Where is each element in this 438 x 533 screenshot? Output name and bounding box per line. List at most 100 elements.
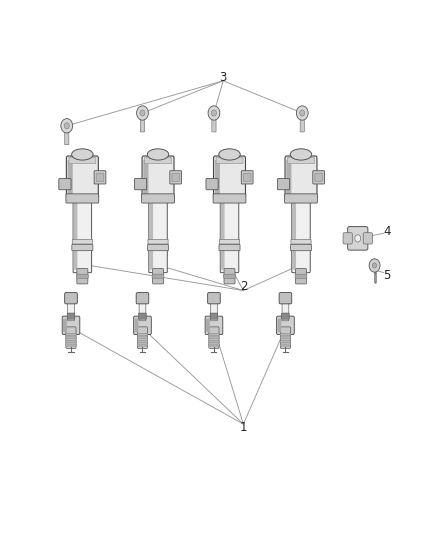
FancyBboxPatch shape [280, 327, 290, 349]
Text: 4: 4 [383, 225, 391, 238]
FancyBboxPatch shape [138, 327, 148, 349]
FancyBboxPatch shape [343, 233, 352, 244]
FancyBboxPatch shape [136, 293, 149, 304]
FancyBboxPatch shape [286, 160, 291, 195]
FancyBboxPatch shape [152, 269, 163, 284]
FancyBboxPatch shape [139, 300, 146, 321]
FancyBboxPatch shape [208, 337, 219, 339]
FancyBboxPatch shape [241, 171, 253, 184]
FancyBboxPatch shape [96, 173, 104, 181]
FancyBboxPatch shape [208, 333, 219, 335]
FancyBboxPatch shape [224, 274, 235, 278]
FancyBboxPatch shape [72, 245, 93, 251]
FancyBboxPatch shape [210, 313, 218, 319]
Circle shape [355, 235, 361, 242]
Ellipse shape [219, 149, 240, 160]
FancyBboxPatch shape [137, 341, 148, 343]
FancyBboxPatch shape [296, 269, 307, 284]
FancyBboxPatch shape [209, 327, 219, 349]
Circle shape [61, 119, 73, 133]
FancyBboxPatch shape [348, 227, 368, 250]
FancyBboxPatch shape [220, 194, 239, 273]
FancyBboxPatch shape [134, 316, 151, 335]
Circle shape [297, 106, 308, 120]
FancyBboxPatch shape [134, 319, 138, 332]
FancyBboxPatch shape [152, 274, 164, 278]
FancyBboxPatch shape [73, 194, 92, 273]
FancyBboxPatch shape [142, 156, 174, 198]
FancyBboxPatch shape [208, 344, 219, 346]
FancyBboxPatch shape [94, 171, 106, 184]
FancyBboxPatch shape [145, 158, 172, 164]
Circle shape [369, 259, 380, 272]
FancyBboxPatch shape [65, 132, 69, 145]
FancyBboxPatch shape [280, 341, 291, 343]
FancyBboxPatch shape [315, 173, 322, 181]
FancyBboxPatch shape [69, 158, 96, 164]
FancyBboxPatch shape [66, 327, 76, 349]
FancyBboxPatch shape [282, 300, 289, 321]
FancyBboxPatch shape [67, 160, 73, 195]
FancyBboxPatch shape [67, 300, 74, 321]
FancyBboxPatch shape [66, 344, 76, 346]
FancyBboxPatch shape [172, 173, 180, 181]
FancyBboxPatch shape [65, 293, 77, 304]
FancyBboxPatch shape [66, 194, 99, 203]
Circle shape [300, 110, 305, 116]
FancyBboxPatch shape [287, 158, 314, 164]
FancyBboxPatch shape [59, 179, 71, 190]
FancyBboxPatch shape [279, 293, 292, 304]
Text: 3: 3 [219, 71, 227, 84]
FancyBboxPatch shape [285, 156, 317, 198]
FancyBboxPatch shape [292, 194, 310, 273]
Circle shape [64, 123, 69, 129]
FancyBboxPatch shape [205, 316, 223, 335]
FancyBboxPatch shape [216, 158, 243, 164]
FancyBboxPatch shape [277, 179, 290, 190]
Text: 5: 5 [384, 269, 391, 282]
FancyBboxPatch shape [139, 313, 146, 319]
FancyBboxPatch shape [285, 194, 318, 203]
FancyBboxPatch shape [221, 196, 225, 270]
FancyBboxPatch shape [149, 196, 153, 270]
FancyBboxPatch shape [137, 337, 148, 339]
FancyBboxPatch shape [140, 119, 145, 132]
FancyBboxPatch shape [363, 233, 372, 244]
FancyBboxPatch shape [219, 245, 240, 251]
Ellipse shape [72, 149, 93, 160]
FancyBboxPatch shape [219, 239, 240, 244]
FancyBboxPatch shape [280, 337, 291, 339]
FancyBboxPatch shape [148, 245, 169, 251]
FancyBboxPatch shape [143, 160, 148, 195]
Circle shape [372, 263, 377, 268]
FancyBboxPatch shape [295, 274, 307, 278]
FancyBboxPatch shape [277, 319, 281, 332]
FancyBboxPatch shape [74, 196, 78, 270]
Circle shape [137, 106, 148, 120]
FancyBboxPatch shape [214, 156, 245, 198]
Circle shape [140, 110, 145, 116]
Circle shape [208, 106, 220, 120]
FancyBboxPatch shape [148, 239, 168, 244]
FancyBboxPatch shape [277, 316, 294, 335]
FancyBboxPatch shape [208, 293, 220, 304]
FancyBboxPatch shape [212, 119, 216, 132]
Text: 2: 2 [240, 280, 247, 294]
Ellipse shape [290, 149, 312, 160]
FancyBboxPatch shape [77, 274, 88, 278]
Text: 1: 1 [240, 421, 247, 434]
FancyBboxPatch shape [137, 344, 148, 346]
FancyBboxPatch shape [149, 194, 167, 273]
FancyBboxPatch shape [215, 160, 220, 195]
Circle shape [212, 110, 216, 116]
FancyBboxPatch shape [282, 313, 289, 319]
FancyBboxPatch shape [170, 171, 182, 184]
FancyBboxPatch shape [66, 341, 76, 343]
FancyBboxPatch shape [244, 173, 251, 181]
FancyBboxPatch shape [137, 333, 148, 335]
FancyBboxPatch shape [213, 194, 246, 203]
FancyBboxPatch shape [134, 179, 147, 190]
FancyBboxPatch shape [66, 333, 76, 335]
FancyBboxPatch shape [77, 269, 88, 284]
FancyBboxPatch shape [63, 319, 67, 332]
